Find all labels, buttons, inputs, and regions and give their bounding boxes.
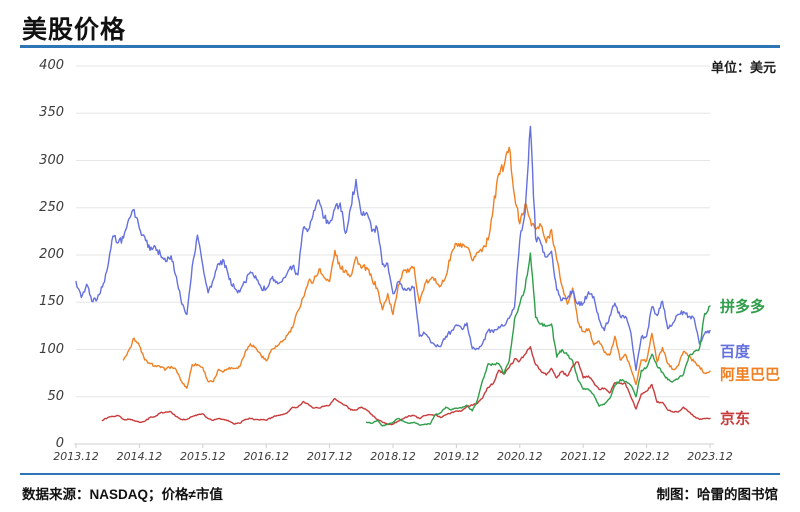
header-divider <box>20 45 780 48</box>
x-tick-label: 2019.12 <box>433 450 480 463</box>
legend-label-jd: 京东 <box>720 410 751 428</box>
x-tick-label: 2014.12 <box>116 450 163 463</box>
x-tick-label: 2022.12 <box>623 450 670 463</box>
y-tick-label: 50 <box>47 388 64 404</box>
y-tick-label: 200 <box>39 247 64 262</box>
y-tick-label: 250 <box>39 199 64 215</box>
series-line-alibaba <box>122 146 711 389</box>
x-tick-label: 2023.12 <box>687 450 733 463</box>
x-tick-label: 2018.12 <box>370 450 416 463</box>
y-tick-label: 0 <box>55 436 64 451</box>
series-line-jd <box>101 346 711 426</box>
unit-label: 单位：美元 <box>710 60 776 75</box>
x-tick-label: 2013.12 <box>53 450 99 463</box>
y-tick-label: 300 <box>39 152 64 168</box>
x-tick-label: 2017.12 <box>306 450 353 463</box>
y-tick-label: 400 <box>39 58 64 73</box>
y-tick-label: 350 <box>39 105 64 121</box>
legend-label-baidu: 百度 <box>720 343 751 361</box>
legend-label-pinduoduo: 拼多多 <box>720 298 766 316</box>
x-tick-label: 2015.12 <box>180 450 226 463</box>
x-tick-label: 2016.12 <box>243 450 289 463</box>
data-source-note: 数据来源：NASDAQ；价格≠市值 <box>22 487 223 502</box>
x-tick-label: 2021.12 <box>560 450 606 463</box>
page-title: 美股价格 <box>22 16 127 44</box>
y-tick-label: 100 <box>39 341 64 357</box>
footer-divider <box>20 473 780 475</box>
credit-note: 制图：哈雷的图书馆 <box>656 487 779 502</box>
legend-label-alibaba: 阿里巴巴 <box>720 366 781 384</box>
x-tick-label: 2020.12 <box>497 450 543 463</box>
series-line-baidu <box>75 125 711 371</box>
y-tick-label: 150 <box>39 294 64 310</box>
series-line-pinduoduo <box>365 252 711 427</box>
